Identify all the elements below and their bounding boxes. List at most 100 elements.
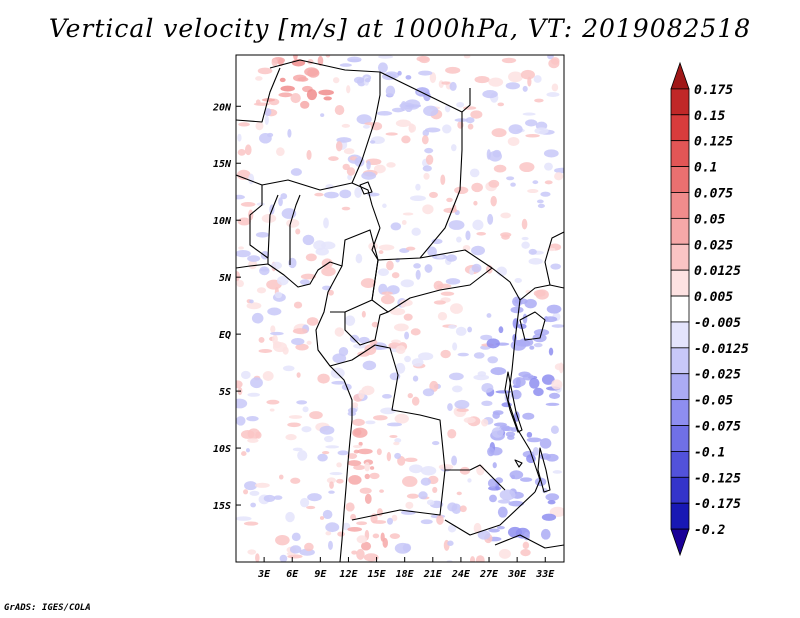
downward-velocity-cell [250, 502, 256, 508]
downward-velocity-cell [471, 245, 485, 256]
upward-velocity-cell [394, 413, 409, 424]
upward-velocity-cell [422, 204, 434, 215]
y-tick-label: 15N [213, 159, 232, 170]
upward-velocity-cell [332, 77, 340, 84]
downward-velocity-cell [331, 380, 347, 385]
downward-velocity-cell [317, 453, 328, 462]
downward-velocity-cell [490, 367, 507, 376]
downward-velocity-cell [442, 124, 452, 134]
downward-velocity-cell [526, 437, 542, 443]
downward-velocity-cell [445, 254, 458, 262]
upward-velocity-cell [380, 532, 385, 542]
y-tick-label: 5S [219, 387, 231, 398]
upward-velocity-cell [292, 328, 308, 334]
upward-velocity-cell [335, 141, 343, 152]
downward-velocity-cell [473, 374, 490, 381]
upward-velocity-cell [429, 191, 438, 198]
upward-velocity-cell [470, 556, 476, 562]
downward-velocity-cell [550, 425, 559, 435]
downward-velocity-cell [255, 231, 270, 238]
colorbar-label: -0.2 [694, 523, 725, 538]
downward-velocity-cell [382, 394, 392, 399]
colorbar-label: 0.005 [694, 290, 733, 305]
colorbar-swatch [670, 373, 690, 401]
downward-velocity-cell [377, 268, 390, 276]
downward-velocity-cell [300, 497, 310, 508]
downward-velocity-cell [451, 144, 457, 152]
upward-velocity-cell [293, 301, 303, 309]
downward-velocity-cell [285, 511, 295, 523]
upward-velocity-cell [433, 280, 444, 291]
upward-velocity-cell [473, 522, 482, 534]
border-mozambique [494, 534, 564, 549]
colorbar-swatch [670, 243, 690, 271]
upward-velocity-cell [408, 123, 415, 133]
downward-velocity-cell [397, 70, 402, 76]
upward-velocity-cell [238, 246, 244, 250]
colorbar-swatch [670, 166, 690, 193]
upward-velocity-cell [445, 66, 461, 74]
downward-velocity-cell [394, 452, 401, 459]
downward-velocity-cell [510, 182, 516, 187]
downward-velocity-cell [420, 477, 431, 486]
downward-velocity-cell [244, 481, 258, 491]
upward-velocity-cell [356, 535, 368, 544]
border-zambia [444, 491, 536, 536]
downward-velocity-cell [271, 261, 283, 270]
upward-velocity-cell [236, 169, 251, 181]
upward-velocity-cell [386, 260, 394, 271]
downward-velocity-cell [528, 258, 543, 265]
downward-velocity-cell [526, 431, 533, 438]
upward-velocity-cell [286, 218, 300, 228]
colorbar-swatch [670, 347, 690, 375]
upward-velocity-cell [369, 466, 375, 470]
upward-velocity-cell [490, 195, 497, 207]
upward-velocity-cell [450, 303, 463, 314]
downward-velocity-cell [449, 81, 457, 91]
upward-velocity-cell [275, 534, 290, 546]
downward-velocity-cell [431, 441, 440, 446]
downward-velocity-cell [301, 426, 312, 433]
downward-velocity-cell [236, 194, 245, 200]
downward-velocity-cell [246, 416, 259, 422]
downward-velocity-cell [320, 113, 325, 117]
upward-velocity-cell [474, 76, 490, 84]
downward-velocity-cell [362, 124, 370, 129]
downward-velocity-cell [364, 78, 371, 83]
downward-velocity-cell [404, 99, 421, 110]
colorbar: 0.175 0.15 0.125 0.1 0.075 0.05 0.025 0.0125 0.0… [670, 61, 749, 557]
upward-velocity-cell [305, 253, 317, 262]
upward-velocity-cell [329, 481, 334, 489]
downward-velocity-cell [540, 528, 551, 540]
colorbar-swatch [670, 61, 690, 90]
x-tick-label: 18E [396, 569, 415, 580]
colorbar-swatch [670, 528, 690, 557]
downward-velocity-cell [382, 203, 387, 208]
downward-velocity-cell [278, 197, 283, 207]
upward-velocity-cell [481, 418, 489, 427]
downward-velocity-cell [481, 382, 494, 393]
upward-velocity-cell [346, 85, 351, 94]
upward-velocity-cell [493, 164, 507, 173]
downward-velocity-cell [533, 75, 542, 83]
colorbar-swatch [670, 295, 690, 323]
upward-velocity-cell [386, 162, 396, 168]
downward-velocity-cell [291, 532, 301, 542]
upward-velocity-cell [500, 232, 512, 238]
downward-velocity-cell [236, 416, 246, 426]
upward-velocity-cell [488, 77, 504, 87]
downward-velocity-cell [297, 450, 308, 461]
upward-velocity-cell [325, 55, 331, 58]
upward-velocity-cell [554, 172, 564, 181]
upward-velocity-cell [407, 393, 413, 399]
downward-velocity-cell [487, 446, 495, 457]
upward-velocity-cell [359, 487, 372, 494]
downward-velocity-cell [274, 291, 283, 299]
upward-velocity-cell [288, 415, 303, 419]
downward-velocity-cell [487, 213, 494, 225]
downward-velocity-cell [457, 352, 469, 357]
upward-velocity-cell [463, 55, 471, 59]
downward-velocity-cell [423, 105, 439, 117]
downward-velocity-cell [290, 168, 302, 176]
